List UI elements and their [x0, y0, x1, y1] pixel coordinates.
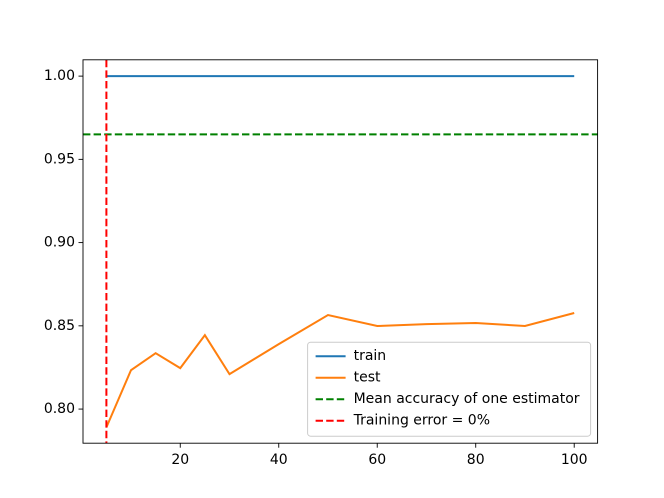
x-tick-label: 100 [561, 452, 588, 468]
y-tick-label: 1.00 [44, 68, 75, 84]
y-tick-label: 0.85 [44, 318, 75, 334]
legend-label: Mean accuracy of one estimator [354, 391, 580, 407]
series-line [105, 312, 575, 428]
legend-box [307, 341, 592, 437]
x-tick-label: 80 [467, 452, 485, 468]
x-tick-label: 40 [270, 452, 288, 468]
legend-label: Training error = 0% [353, 413, 490, 429]
y-tick-label: 0.95 [44, 151, 75, 167]
legend-label: test [354, 370, 381, 386]
x-tick-label: 60 [368, 452, 386, 468]
axes-frame [82, 59, 599, 444]
y-tick-label: 0.80 [44, 401, 75, 417]
legend-label: train [354, 348, 387, 364]
y-tick-label: 0.90 [44, 235, 75, 251]
x-tick-label: 20 [171, 452, 189, 468]
